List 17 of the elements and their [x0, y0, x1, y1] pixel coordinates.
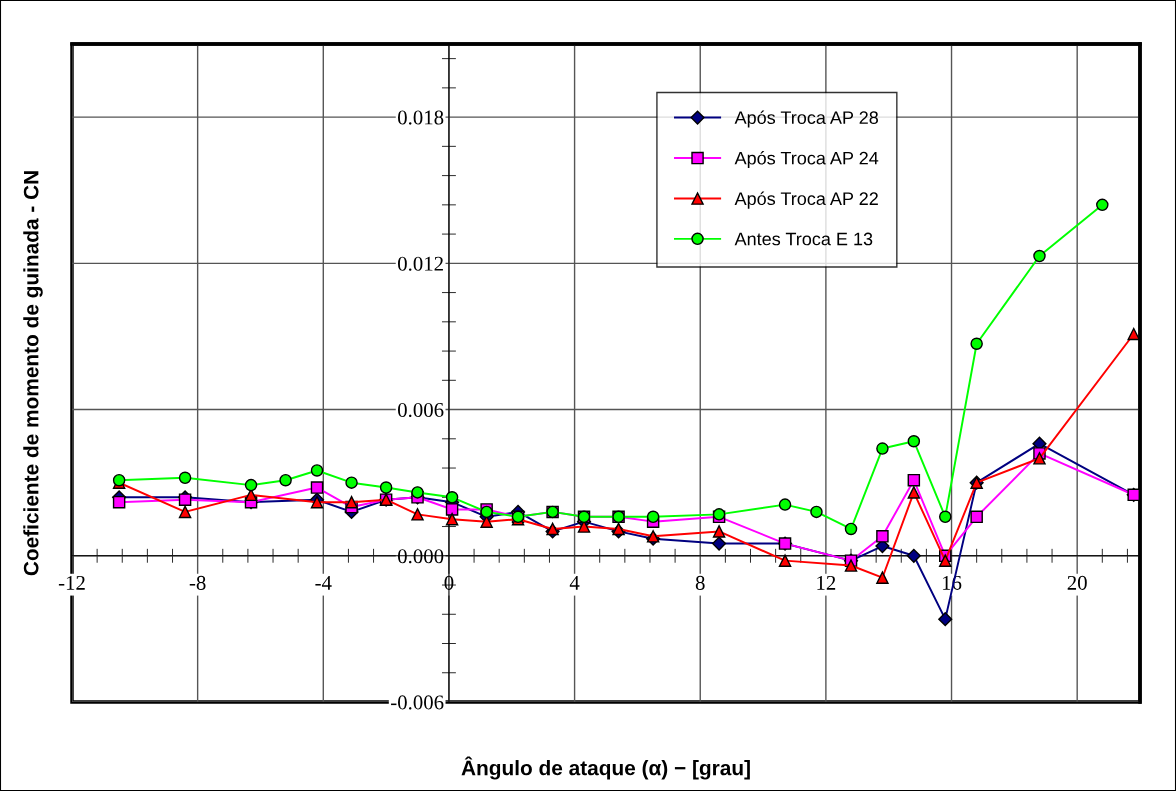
y-tick-label: 0.018	[398, 110, 444, 125]
x-tick-label: 12	[817, 575, 836, 590]
legend-label: Após Troca AP 22	[734, 191, 878, 209]
x-tick-label: -12	[58, 575, 85, 590]
x-tick-label: -8	[189, 575, 206, 590]
x-tick-label: 4	[569, 575, 580, 590]
y-tick-label: 0.012	[398, 256, 443, 271]
y-axis-title: Coeficiente de momento de guinada - CN	[23, 171, 43, 576]
x-axis-title: Ângulo de ataque (α) − [grau]	[461, 756, 750, 780]
legend-label: Após Troca AP 24	[734, 151, 879, 169]
legend-label: Antes Troca E 13	[734, 232, 873, 246]
y-tick-label: -0.006	[391, 695, 444, 710]
y-tick-label: 0.006	[398, 402, 444, 418]
legend-label: Após Troca AP 28	[734, 110, 878, 128]
x-tick-label: 20	[1067, 575, 1087, 590]
x-tick-label: 8	[695, 575, 705, 590]
x-tick-label: -4	[315, 575, 332, 590]
